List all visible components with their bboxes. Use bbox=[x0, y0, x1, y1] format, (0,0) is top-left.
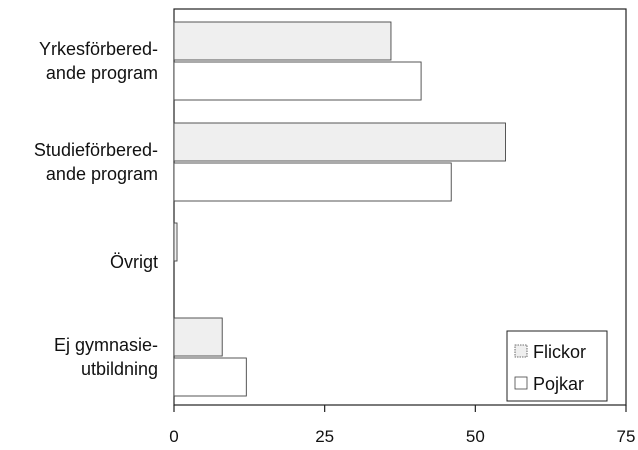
x-tick-label-2: 50 bbox=[466, 427, 485, 446]
category-label-0-line-0: Yrkesförbered- bbox=[39, 39, 158, 59]
legend-label-pojkar: Pojkar bbox=[533, 374, 584, 394]
legend-swatch-flickor bbox=[514, 344, 528, 358]
bar-pojkar-1 bbox=[173, 162, 452, 202]
category-label-2-line-0: Övrigt bbox=[110, 252, 158, 272]
category-label-1-line-1: ande program bbox=[46, 164, 158, 184]
x-tick-label-0: 0 bbox=[169, 427, 178, 446]
legend: Flickor Pojkar bbox=[506, 330, 608, 402]
category-label-3-line-0: Ej gymnasie- bbox=[54, 335, 158, 355]
bar-flickor-3 bbox=[173, 317, 223, 357]
category-label-3-line-1: utbildning bbox=[81, 359, 158, 379]
category-labels: Yrkesförbered-ande program Studieförbered… bbox=[34, 39, 158, 379]
x-tick-label-3: 75 bbox=[617, 427, 636, 446]
bar-group bbox=[173, 21, 506, 397]
legend-swatch-pojkar bbox=[514, 376, 528, 390]
bar-flickor-0 bbox=[173, 21, 392, 61]
bar-pojkar-3 bbox=[173, 357, 247, 397]
bar-pojkar-0 bbox=[173, 61, 422, 101]
x-axis-ticks: 0 25 50 75 bbox=[169, 405, 635, 446]
category-label-0-line-1: ande program bbox=[46, 63, 158, 83]
legend-label-flickor: Flickor bbox=[533, 342, 586, 362]
bar-flickor-2 bbox=[173, 222, 178, 262]
bar-flickor-1 bbox=[173, 122, 506, 162]
x-tick-label-1: 25 bbox=[315, 427, 334, 446]
category-label-1-line-0: Studieförbered- bbox=[34, 140, 158, 160]
